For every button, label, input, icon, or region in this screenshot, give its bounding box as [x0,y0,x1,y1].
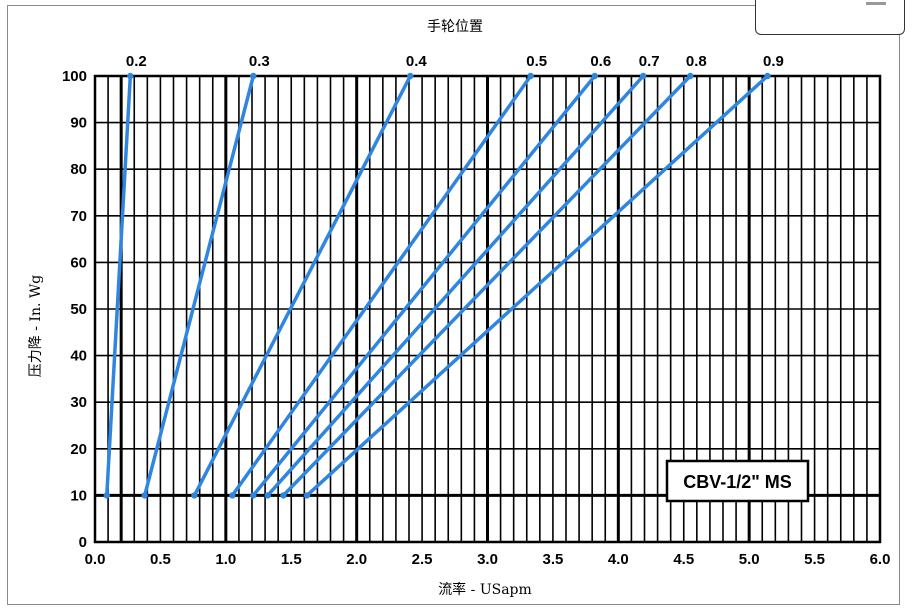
series-point-0.7 [639,72,647,80]
x-tick-label: 1.5 [281,551,302,568]
position-label-0.8: 0.8 [686,53,707,70]
position-label-0.4: 0.4 [406,53,428,70]
position-label-0.2: 0.2 [126,53,147,70]
model-tag-text: CBV-1/2" MS [683,472,792,492]
x-tick-label: 2.5 [412,551,433,568]
x-tick-label: 2.0 [346,551,367,568]
series-line-0.9 [305,74,770,498]
series-line-0.5 [230,74,533,498]
position-label-0.7: 0.7 [639,53,660,70]
series-line-0.3 [142,74,256,498]
x-tick-label: 5.5 [804,551,825,568]
chart-frame [7,5,900,605]
y-tick-label: 90 [70,115,87,132]
position-label-0.3: 0.3 [249,53,270,70]
model-tag: CBV-1/2" MS [665,459,810,503]
y-tick-label: 70 [70,208,87,225]
position-label-0.9: 0.9 [763,53,784,70]
series-point-0.2 [127,72,134,80]
y-tick-label: 10 [70,487,87,504]
position-label-0.5: 0.5 [526,53,547,70]
series-point-0.8 [280,492,287,499]
y-tick-label: 60 [70,254,87,271]
series-point-0.9 [303,492,311,499]
chart-title: 手轮位置 [427,19,483,35]
y-tick-label: 40 [70,348,87,365]
y-tick-label: 80 [70,161,87,178]
x-tick-label: 4.0 [608,551,629,568]
series-point-0.8 [687,72,694,80]
series-point-0.4 [407,72,414,80]
labels-layer: 0.0 0.5 1.0 1.5 2.0 2.5 3.0 3.5 4.0 4.5 5.0 5.5 6.0 0… [62,53,890,568]
x-tick-label: 3.0 [477,551,498,568]
x-axis-label: 流率 - USapm [438,581,532,598]
series-point-0.2 [103,492,110,499]
series-line-0.2 [105,74,133,498]
y-axis-label: 压力降 - In. Wg [28,275,44,377]
corner-box [755,0,905,35]
x-tick-label: 6.0 [870,551,891,568]
series-layer [103,72,771,499]
y-tick-label: 0 [79,534,87,551]
x-tick-label: 0.0 [85,551,106,568]
series-line-0.6 [251,74,597,498]
position-label-0.6: 0.6 [590,53,611,70]
series-line-0.4 [192,74,413,498]
series-point-0.9 [764,72,771,80]
x-tick-label: 3.5 [542,551,563,568]
series-point-0.4 [191,492,198,499]
series-point-0.3 [141,492,148,499]
y-tick-label: 30 [70,394,87,411]
series-line-0.7 [265,74,645,498]
series-line-0.8 [281,74,693,498]
x-tick-label: 4.5 [673,551,694,568]
series-point-0.6 [250,492,257,499]
plot-border [93,74,882,544]
y-tick-label: 20 [70,441,87,458]
series-point-0.7 [264,492,271,499]
series-point-0.5 [229,492,236,499]
y-tick-label: 100 [62,68,87,85]
x-tick-label: 0.5 [150,551,171,568]
series-point-0.5 [527,72,534,80]
x-tick-label: 1.0 [215,551,236,568]
x-tick-label: 5.0 [739,551,760,568]
y-tick-label: 50 [70,301,87,318]
model-tag-box [665,459,810,503]
series-point-0.3 [250,72,257,80]
series-point-0.6 [591,72,598,80]
